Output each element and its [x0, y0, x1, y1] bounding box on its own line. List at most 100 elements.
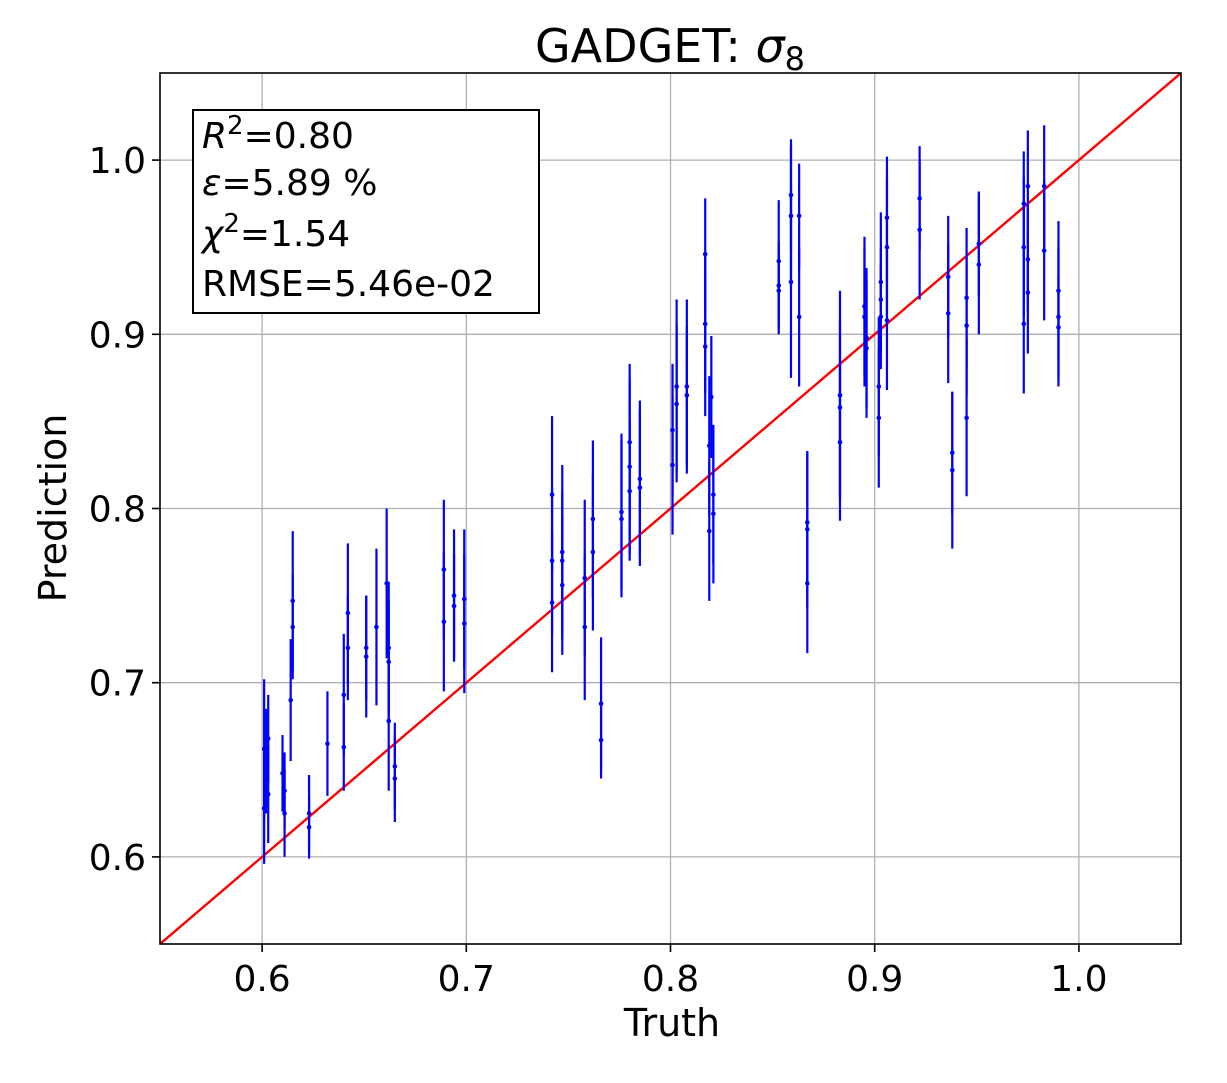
plot-area: [160, 73, 1181, 944]
point-marker: [706, 528, 712, 534]
point-marker: [796, 213, 802, 219]
data-point: [549, 532, 555, 673]
point-marker: [702, 344, 708, 349]
stats-eps-value: =5.89 %: [221, 163, 377, 204]
point-marker: [374, 624, 379, 630]
point-marker: [964, 323, 969, 328]
x-tick-label: 0.7: [438, 959, 495, 1000]
data-point: [363, 595, 369, 718]
point-marker: [1041, 248, 1047, 253]
chart-title: GADGET: σ8: [535, 19, 805, 78]
point-marker: [1025, 183, 1031, 189]
data-point: [796, 247, 802, 387]
point-marker: [363, 654, 369, 659]
axis-ticks: 0.6 0.7 0.8 0.9 1.0 0.6 0.7 0.8 0.9 1.0: [89, 141, 1108, 1000]
x-tick-label: 0.8: [642, 959, 699, 1000]
stats-chi2-sup: 2: [223, 209, 240, 239]
x-tick-label: 0.6: [233, 959, 290, 1000]
data-point: [282, 769, 287, 857]
data-point: [684, 325, 690, 465]
point-marker: [290, 624, 296, 630]
data-point: [619, 440, 624, 598]
point-marker: [288, 697, 293, 703]
data-point: [878, 264, 884, 370]
chart-title-symbol: σ: [755, 19, 786, 73]
point-marker: [1056, 325, 1061, 330]
point-marker: [265, 791, 271, 797]
chart-title-subscript: 8: [785, 40, 805, 78]
point-marker: [386, 718, 392, 724]
data-point: [1056, 275, 1061, 380]
data-point: [964, 339, 969, 497]
stats-r2-sup: 2: [227, 111, 244, 141]
y-tick-label: 0.6: [89, 838, 146, 879]
data-point: [917, 160, 922, 300]
point-marker: [674, 401, 679, 407]
point-marker: [864, 345, 869, 351]
data-point: [306, 795, 312, 859]
point-marker: [776, 288, 782, 294]
x-tick-label: 0.9: [846, 959, 903, 1000]
stats-r2: R2=0.80: [202, 111, 354, 157]
point-marker: [884, 244, 890, 250]
stats-rmse: RMSE=5.46e-02: [202, 264, 495, 305]
point-marker: [392, 776, 398, 781]
y-tick-label: 0.8: [89, 490, 146, 531]
chart-title-main: GADGET:: [535, 19, 755, 73]
data-point: [1025, 231, 1031, 354]
stats-r2-symbol: R: [202, 116, 227, 157]
data-point: [1041, 181, 1047, 321]
data-point: [949, 391, 955, 549]
data-point: [702, 276, 708, 417]
point-marker: [582, 624, 588, 630]
point-marker: [627, 488, 632, 494]
y-tick-label: 0.7: [89, 664, 146, 705]
point-marker: [325, 741, 330, 746]
point-marker: [805, 581, 810, 586]
y-tick-label: 0.9: [89, 315, 146, 356]
point-marker: [884, 318, 890, 323]
data-point: [837, 363, 843, 521]
identity-line: [160, 73, 1181, 944]
point-marker: [451, 603, 457, 609]
data-point: [559, 515, 565, 655]
data-point: [945, 243, 951, 384]
data-point: [598, 701, 604, 779]
stats-eps-symbol: ε: [202, 163, 221, 204]
point-marker: [917, 227, 922, 233]
x-axis-label: Truth: [623, 1001, 720, 1045]
data-point: [864, 278, 869, 418]
data-point: [776, 247, 782, 335]
point-marker: [1025, 290, 1031, 295]
data-point: [670, 395, 675, 535]
data-point: [345, 595, 351, 701]
data-point: [884, 250, 890, 391]
data-point: [461, 553, 467, 694]
x-tick-label: 1.0: [1050, 959, 1107, 1000]
stats-r2-value: =0.80: [244, 116, 354, 157]
point-marker: [282, 811, 287, 816]
point-marker: [598, 737, 604, 743]
point-marker: [306, 824, 312, 830]
point-marker: [796, 314, 802, 320]
point-marker: [878, 314, 884, 320]
point-marker: [265, 736, 271, 741]
point-marker: [1021, 321, 1027, 327]
point-marker: [619, 516, 624, 522]
data-point: [290, 574, 296, 680]
point-marker: [341, 692, 347, 698]
point-marker: [876, 415, 882, 421]
data-point: [341, 633, 347, 756]
data-point: [627, 421, 632, 561]
point-marker: [949, 467, 955, 473]
stats-chi2: χ2=1.54: [200, 209, 350, 255]
point-marker: [461, 621, 467, 626]
point-marker: [549, 600, 555, 605]
point-marker: [345, 645, 351, 651]
point-marker: [976, 262, 982, 267]
point-marker: [709, 394, 714, 400]
data-point: [590, 473, 596, 631]
data-point: [374, 548, 379, 706]
data-point: [709, 336, 714, 458]
